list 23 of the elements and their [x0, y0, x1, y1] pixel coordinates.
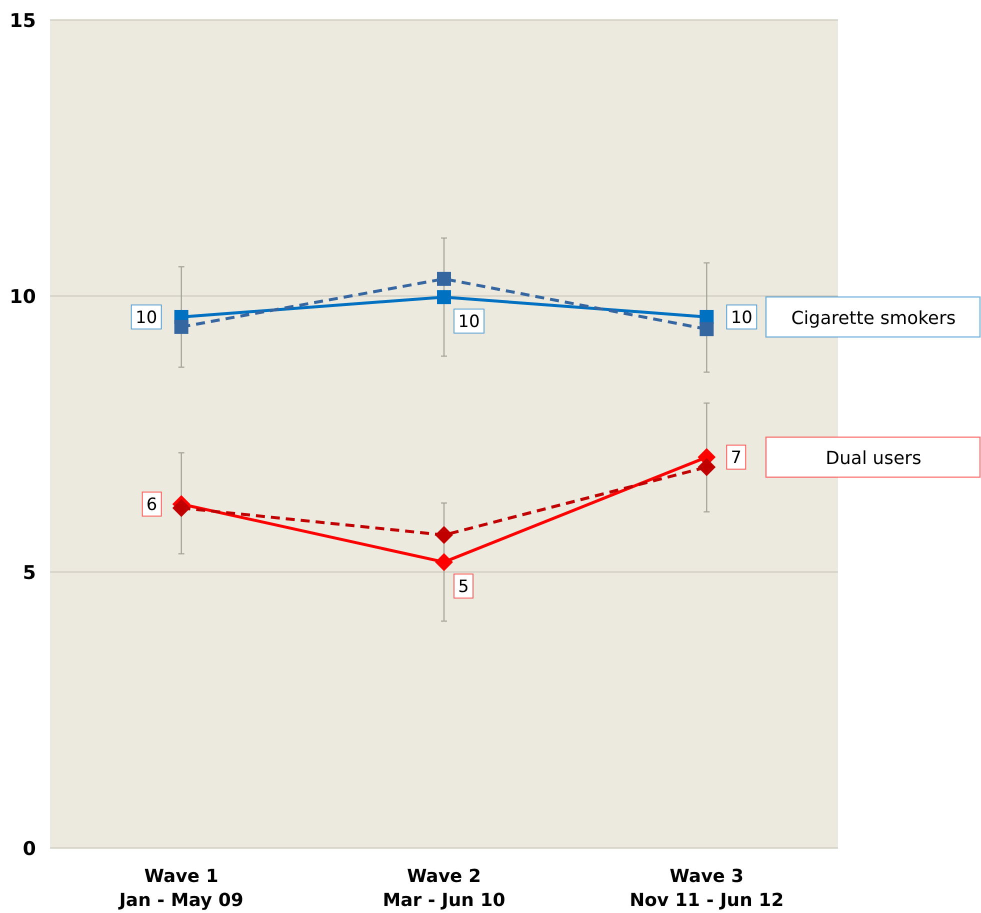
- data-label: 10: [136, 308, 158, 328]
- data-label: 10: [730, 308, 752, 328]
- legend-label: Cigarette smokers: [791, 308, 956, 329]
- data-label: 10: [458, 312, 480, 332]
- y-tick-label: 15: [10, 10, 36, 32]
- point: [437, 272, 451, 286]
- point: [698, 458, 716, 476]
- y-tick-label: 5: [22, 562, 36, 584]
- data-label: 7: [730, 448, 742, 468]
- point: [172, 498, 190, 517]
- point: [435, 553, 453, 572]
- y-tick-label: 10: [10, 286, 36, 308]
- x-tick-label: Wave 2 Mar - Jun 10: [382, 866, 506, 911]
- x-tick-label: Wave 3 Nov 11 - Jun 12: [630, 866, 784, 911]
- point: [437, 290, 451, 304]
- data-label: 5: [458, 577, 469, 598]
- data-label: 6: [146, 495, 158, 516]
- point: [700, 322, 714, 336]
- text: Dual users: [826, 448, 922, 470]
- x-tick-label: Wave 1 Jan - May 09: [117, 866, 244, 911]
- y-tick-label: 0: [22, 838, 36, 860]
- point: [174, 320, 188, 334]
- point: [435, 526, 453, 544]
